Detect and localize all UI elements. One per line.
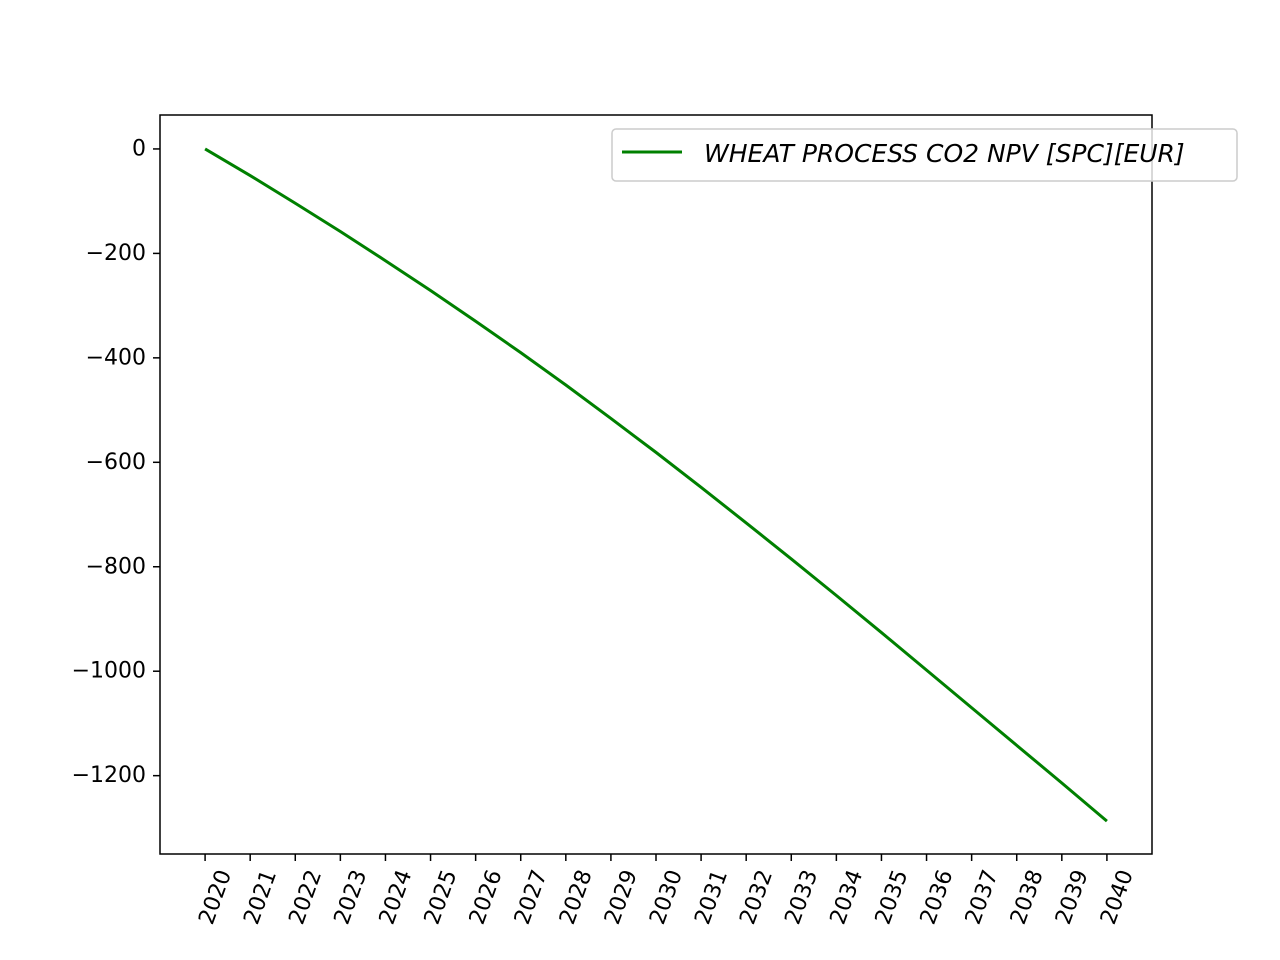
x-tick-label: 2026 bbox=[465, 867, 508, 928]
x-tick-label: 2035 bbox=[871, 867, 914, 928]
plot-area bbox=[204, 147, 1108, 823]
x-tick-label: 2024 bbox=[375, 867, 418, 928]
x-tick-label: 2028 bbox=[555, 867, 598, 928]
x-tick-label: 2023 bbox=[330, 867, 373, 928]
x-axis: 2020 2021 2022 2023 2024 2025 2026 2027 2028 2029… bbox=[194, 854, 1139, 928]
x-tick-label: 2033 bbox=[781, 867, 824, 928]
legend: WHEAT PROCESS CO2 NPV [SPC][EUR] bbox=[611, 128, 1238, 182]
y-axis: 0 −200 −400 −600 −800 −1000 −1200 bbox=[72, 136, 160, 788]
x-tick-label: 2020 bbox=[194, 867, 237, 928]
x-tick-label: 2034 bbox=[826, 867, 869, 928]
y-tick-label: −800 bbox=[86, 554, 146, 579]
x-tick-label: 2038 bbox=[1006, 867, 1049, 928]
series-line bbox=[204, 147, 1108, 823]
y-tick-label: −600 bbox=[86, 450, 146, 475]
y-tick-label: −200 bbox=[86, 241, 146, 266]
y-tick-label: −1000 bbox=[72, 659, 146, 684]
x-tick-label: 2030 bbox=[645, 867, 688, 928]
x-tick-label: 2037 bbox=[961, 867, 1004, 928]
x-tick-label: 2022 bbox=[285, 867, 328, 928]
y-tick-label: 0 bbox=[132, 136, 146, 161]
x-tick-label: 2027 bbox=[510, 867, 553, 928]
legend-label: WHEAT PROCESS CO2 NPV [SPC][EUR] bbox=[704, 139, 1185, 168]
legend-box bbox=[611, 128, 1238, 182]
x-tick-label: 2021 bbox=[239, 867, 282, 928]
x-tick-label: 2025 bbox=[420, 867, 463, 928]
x-tick-label: 2032 bbox=[735, 867, 778, 928]
x-tick-label: 2040 bbox=[1096, 867, 1139, 928]
x-tick-label: 2029 bbox=[600, 867, 643, 928]
y-tick-label: −400 bbox=[86, 345, 146, 370]
axes-frame bbox=[159, 114, 1153, 855]
y-tick-label: −1200 bbox=[72, 763, 146, 788]
x-tick-label: 2031 bbox=[690, 867, 733, 928]
x-tick-label: 2039 bbox=[1051, 867, 1094, 928]
x-tick-label: 2036 bbox=[916, 867, 959, 928]
